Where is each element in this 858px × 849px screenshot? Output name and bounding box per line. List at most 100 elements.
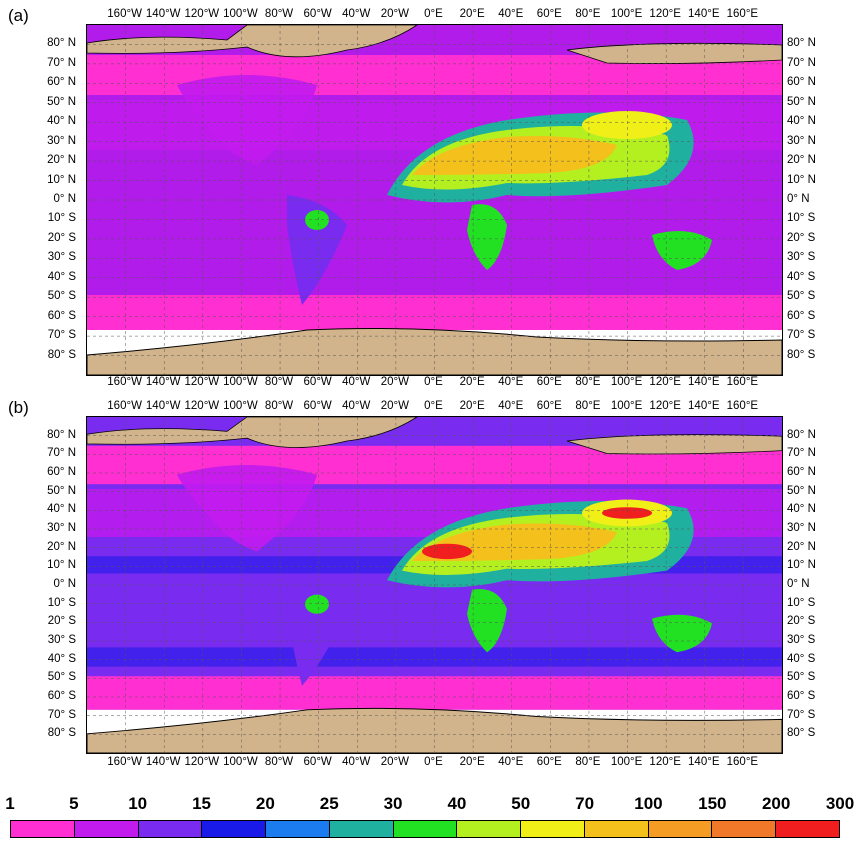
lon-tick-label: 120°W [184, 400, 220, 412]
lon-tick-label: 160°W [107, 376, 142, 388]
lon-tick-label: 20°E [459, 756, 485, 768]
lat-tick-label: 20° N [787, 540, 816, 553]
colorbar-swatch [202, 821, 267, 837]
lon-tick-label: 140°E [688, 756, 720, 768]
lat-tick-label: 50° S [787, 671, 816, 684]
lat-tick-label: 20° S [47, 231, 76, 244]
lat-tick-label: 80° S [47, 348, 76, 361]
colorbar-swatch [11, 821, 75, 837]
lon-tick-label: 40°W [342, 756, 371, 768]
lat-tick-label: 10° S [47, 212, 76, 225]
colorbar-swatch [712, 821, 777, 837]
lat-tick-label: 70° S [787, 329, 816, 342]
lon-tick-label: 80°W [264, 376, 294, 388]
lon-tick-label: 40°E [498, 8, 524, 20]
lon-tick-label: 140°E [688, 400, 720, 412]
colorbar-tick-label: 150 [698, 794, 727, 813]
lon-axis-top: 160°W 140°W 120°W 100°W 80°W 60°W 40°W 20°W 0°E 2… [86, 8, 781, 22]
colorbar-tick-label: 5 [69, 794, 79, 813]
lat-tick-label: 0° N [53, 193, 77, 205]
colorbar-tick-label: 1 [5, 794, 15, 813]
lat-tick-label: 70° N [787, 447, 816, 460]
colorbar-tick-label: 300 [825, 794, 855, 813]
lon-tick-label: 160°W [107, 8, 142, 20]
lon-tick-label: 120°E [649, 8, 681, 20]
lat-tick-label: 50° S [47, 290, 76, 303]
lat-tick-label: 20° S [47, 615, 76, 628]
lon-tick-label: 60°E [536, 8, 562, 20]
lon-tick-label: 120°W [184, 8, 220, 20]
colorbar-tick-label: 50 [511, 794, 531, 813]
lat-axis-left: 80° N 70° N 60° N 50° N 40° N 30° N 20° N 10° N… [0, 416, 82, 752]
lon-tick-label: 20°W [380, 8, 409, 20]
lat-tick-label: 50° N [47, 95, 76, 108]
lat-tick-label: 40° N [47, 503, 76, 516]
colorbar-ticks: 1 5 10 15 20 25 30 40 50 70 100 150 200 300 [5, 794, 854, 816]
lon-tick-label: 40°E [498, 376, 524, 388]
colorbar: 1 5 10 15 20 25 30 40 50 70 100 150 200 300 [0, 790, 858, 849]
lat-tick-label: 10° N [787, 173, 816, 186]
lat-tick-label: 30° S [47, 251, 76, 264]
colorbar-tick-label: 10 [128, 794, 148, 813]
lat-tick-label: 20° S [787, 231, 816, 244]
colorbar-swatch [393, 821, 458, 837]
colorbar-swatch [521, 821, 585, 837]
lon-tick-label: 20°E [459, 8, 485, 20]
lon-tick-label: 120°E [649, 756, 681, 768]
lat-axis-right: 80° N 70° N 60° N 50° N 40° N 30° N 20° N 10° N… [781, 416, 858, 752]
lon-tick-label: 160°W [107, 400, 142, 412]
lon-tick-label: 100°W [223, 756, 258, 768]
panel-label: (b) [8, 398, 29, 417]
lat-tick-label: 50° N [787, 484, 816, 497]
lon-tick-label: 20°W [380, 376, 409, 388]
colorbar-swatch [584, 821, 649, 837]
lat-tick-label: 60° S [787, 690, 816, 702]
lat-tick-label: 80° N [787, 37, 816, 50]
lat-tick-label: 10° N [787, 559, 816, 572]
lat-tick-label: 20° S [787, 615, 816, 628]
lon-axis-bottom: 160°W 140°W 120°W 100°W 80°W 60°W 40°W 20°W 0°E 2… [86, 756, 781, 770]
lat-tick-label: 70° N [787, 56, 816, 69]
lat-tick-label: 20° N [787, 154, 816, 167]
lon-tick-label: 80°E [575, 400, 601, 412]
lon-tick-label: 160°W [107, 756, 142, 768]
lon-tick-label: 20°E [459, 376, 485, 388]
lon-tick-label: 140°E [688, 8, 720, 20]
colorbar-tick-label: 200 [761, 794, 791, 813]
lat-tick-label: 40° S [47, 652, 76, 665]
map-field [87, 25, 782, 375]
lon-tick-label: 140°W [145, 8, 181, 20]
colorbar-tick-label: 15 [192, 794, 211, 813]
lon-tick-label: 80°W [264, 8, 294, 20]
lat-tick-label: 20° N [47, 540, 76, 553]
lat-tick-label: 10° S [787, 596, 816, 609]
lat-tick-label: 10° S [787, 212, 816, 225]
lat-tick-label: 40° N [787, 503, 816, 516]
colorbar-swatch [457, 821, 522, 837]
lon-tick-label: 20°E [459, 400, 485, 412]
lat-tick-label: 50° S [47, 671, 76, 684]
lat-tick-label: 70° N [47, 56, 76, 69]
lat-tick-label: 30° S [787, 634, 816, 646]
lon-tick-label: 80°W [264, 756, 294, 768]
lon-tick-label: 100°W [223, 8, 258, 20]
lon-tick-label: 100°E [610, 756, 643, 768]
lat-tick-label: 60° N [47, 76, 76, 89]
lat-tick-label: 80° N [787, 428, 816, 441]
colorbar-swatch [776, 821, 839, 837]
lon-tick-label: 100°E [610, 400, 643, 412]
lat-tick-label: 80° N [47, 428, 76, 441]
lat-tick-label: 10° N [47, 559, 76, 572]
lat-tick-label: 80° S [787, 348, 816, 361]
lat-tick-label: 30° N [47, 522, 76, 534]
lat-tick-label: 60° S [787, 309, 816, 322]
lon-tick-label: 100°E [610, 8, 643, 20]
lon-tick-label: 80°E [575, 8, 601, 20]
lat-tick-label: 40° S [787, 652, 816, 665]
lon-tick-label: 140°W [145, 756, 181, 768]
lat-tick-label: 70° S [47, 329, 76, 342]
lon-tick-label: 60°W [303, 400, 332, 412]
map-field [87, 417, 782, 753]
colorbar-swatch [74, 821, 139, 837]
lat-tick-label: 10° N [47, 173, 76, 186]
